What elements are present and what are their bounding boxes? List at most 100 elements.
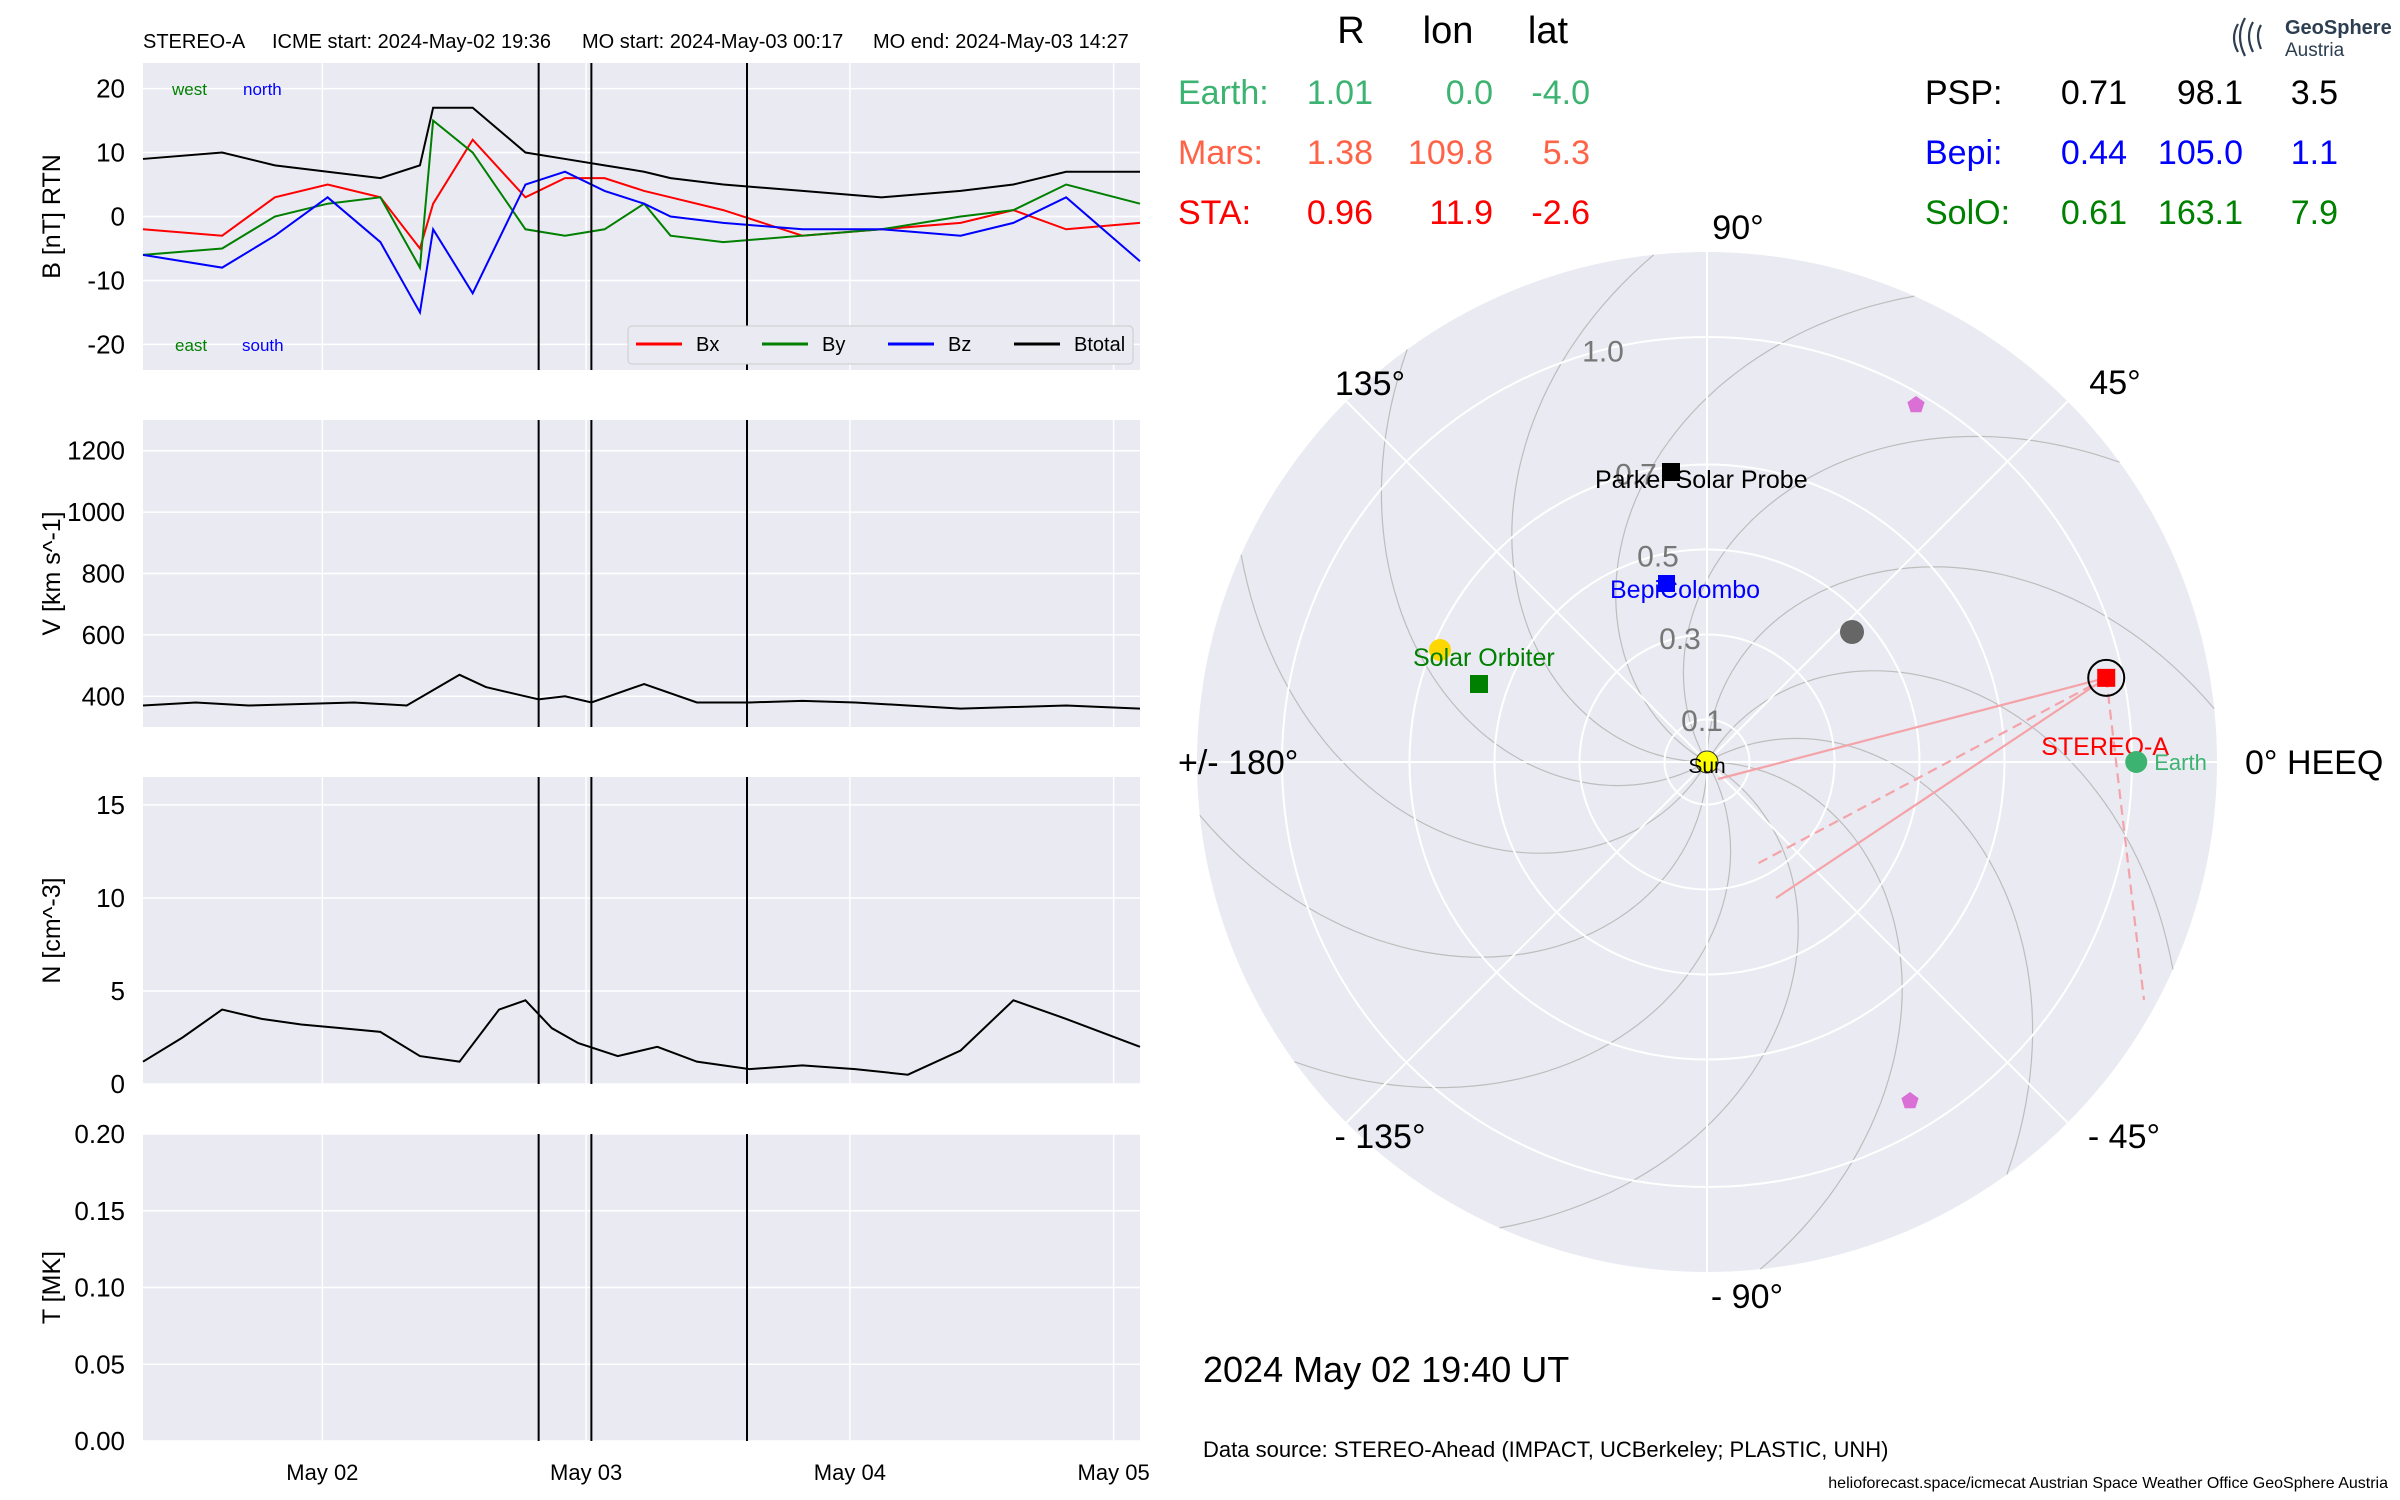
- radial-label: 0.1: [1681, 705, 1723, 738]
- radial-label: 0.5: [1637, 541, 1679, 574]
- angle-label: +/- 180°: [1178, 744, 1298, 782]
- row-lon: 11.9: [1429, 194, 1493, 232]
- y-tick-label: 0.00: [74, 1426, 125, 1456]
- bepi-label: BepiColombo: [1610, 576, 1760, 604]
- header-spacecraft: STEREO-A: [143, 31, 246, 53]
- row-r: 0.71: [2061, 74, 2127, 112]
- row-r: 1.38: [1307, 134, 1373, 172]
- stereo-a-ring: [2087, 658, 2126, 697]
- psp-marker: [1662, 463, 1680, 481]
- annotation-north: north: [243, 80, 282, 99]
- column-header-lat: lat: [1528, 10, 1569, 52]
- logo-mark-icon: [2232, 17, 2263, 57]
- row-lat: 1.1: [2291, 134, 2338, 172]
- row-lat: 3.5: [2291, 74, 2338, 112]
- timeseries-panels: 20 10 0 -10 -20 B [nT] RTN west north east south B…: [38, 63, 1150, 1485]
- angle-label: - 45°: [2088, 1118, 2160, 1156]
- row-lon: 98.1: [2177, 74, 2243, 112]
- row-name: STA:: [1178, 194, 1251, 232]
- position-row: Bepi: 0.44 105.0 1.1: [1925, 134, 2338, 172]
- position-row: SolO: 0.61 163.1 7.9: [1925, 194, 2338, 232]
- header-mo-start: MO start: 2024-May-03 00:17: [582, 31, 843, 53]
- y-tick-label: 0.10: [74, 1273, 125, 1303]
- y-axis-label: V [km s^-1]: [38, 511, 66, 635]
- footer-credits: helioforecast.space/icmecat Austrian Spa…: [1828, 1475, 2388, 1492]
- sun-label: Sun: [1688, 755, 1725, 778]
- panel-background: [143, 777, 1140, 1084]
- pentagon-marker-icon: [1907, 396, 1925, 413]
- radial-label: 0.3: [1659, 623, 1701, 656]
- earth-label: Earth: [2154, 750, 2207, 775]
- x-tick-label: May 04: [814, 1460, 886, 1485]
- legend-entry: By: [822, 334, 845, 356]
- object-mars: [1840, 620, 1864, 644]
- row-name: SolO:: [1925, 194, 2010, 232]
- polar-position-plot: 0.1 0.3 0.5 0.7 1.0 90° 45° 0° HEEQ - 45° - 90° - …: [1178, 209, 2383, 1316]
- legend: Bx By Bz Btotal: [627, 325, 1134, 365]
- sun-marker: [1695, 750, 1719, 774]
- position-row: STA: 0.96 11.9 -2.6: [1178, 194, 1590, 232]
- object-parker-solar-probe: Parker Solar Probe: [1595, 463, 1808, 494]
- object-solar-orbiter: Solar Orbiter: [1413, 639, 1555, 693]
- panel-4: 0.20 0.15 0.10 0.05 0.00 T [MK] May 02 May 03 Ma…: [38, 1119, 1150, 1485]
- solo-marker: [1470, 675, 1488, 693]
- row-r: 0.44: [2061, 134, 2127, 172]
- y-tick-label: 800: [82, 559, 125, 589]
- stereo-a-fov-line: [1775, 676, 2107, 899]
- y-tick-label: 0.15: [74, 1196, 125, 1226]
- x-tick-label: May 05: [1078, 1460, 1150, 1485]
- angle-label: 135°: [1335, 365, 1405, 403]
- radial-label: 0.7: [1615, 459, 1657, 492]
- pentagon-marker-icon: [1901, 1092, 1919, 1109]
- position-row: Mars: 1.38 109.8 5.3: [1178, 134, 1590, 172]
- position-row: Earth: 1.01 0.0 -4.0: [1178, 74, 1590, 112]
- row-lon: 105.0: [2158, 134, 2243, 172]
- row-r: 1.01: [1307, 74, 1373, 112]
- y-tick-label: 0.05: [74, 1349, 125, 1379]
- angle-spoke: [1706, 400, 2069, 763]
- object-stereo-a: STEREO-A: [2041, 658, 2169, 761]
- position-row: PSP: 0.71 98.1 3.5: [1925, 74, 2338, 112]
- panel-1: 20 10 0 -10 -20 B [nT] RTN west north east south B…: [38, 63, 1141, 370]
- stereo-a-fov-line: [2105, 677, 2146, 1001]
- data-source: Data source: STEREO-Ahead (IMPACT, UCBer…: [1203, 1437, 1888, 1462]
- y-tick-label: -10: [87, 265, 125, 295]
- y-tick-label: 400: [82, 681, 125, 711]
- column-header-lon: lon: [1423, 10, 1474, 52]
- stereo-a-fov-line: [1717, 676, 2107, 781]
- row-name: PSP:: [1925, 74, 2002, 112]
- annotation-east: east: [175, 336, 207, 355]
- solo-label: Solar Orbiter: [1413, 644, 1555, 672]
- object-bepicolombo: BepiColombo: [1610, 575, 1760, 604]
- plot-timestamp: 2024 May 02 19:40 UT: [1203, 1349, 1569, 1390]
- y-tick-label: 10: [96, 138, 125, 168]
- series-by: [142, 118, 1141, 271]
- legend-entry: Bz: [948, 334, 971, 356]
- angle-label: 90°: [1712, 209, 1763, 247]
- row-lat: -4.0: [1531, 74, 1590, 112]
- series-n: [142, 999, 1141, 1076]
- row-name: Bepi:: [1925, 134, 2003, 172]
- y-axis-label: N [cm^-3]: [38, 877, 66, 983]
- y-tick-label: 600: [82, 620, 125, 650]
- row-r: 0.96: [1307, 194, 1373, 232]
- y-tick-label: 1200: [67, 436, 125, 466]
- angle-label: 45°: [2089, 364, 2140, 402]
- y-tick-label: 1000: [67, 497, 125, 527]
- annotation-west: west: [171, 80, 207, 99]
- mars-marker: [1840, 620, 1864, 644]
- x-tick-label: May 02: [286, 1460, 358, 1485]
- logo-line2: Austria: [2285, 40, 2345, 61]
- header-icme-start: ICME start: 2024-May-02 19:36: [272, 31, 551, 53]
- y-tick-label: 10: [96, 883, 125, 913]
- row-name: Mars:: [1178, 134, 1263, 172]
- geosphere-logo: GeoSphere Austria: [2232, 17, 2392, 61]
- row-lat: -2.6: [1531, 194, 1590, 232]
- series-bx: [142, 138, 1141, 251]
- series-btotal: [142, 106, 1140, 199]
- panel-2: 1200 1000 800 600 400 V [km s^-1]: [38, 420, 1141, 727]
- stereo-a-marker: [2097, 668, 2116, 687]
- x-tick-label: May 03: [550, 1460, 622, 1485]
